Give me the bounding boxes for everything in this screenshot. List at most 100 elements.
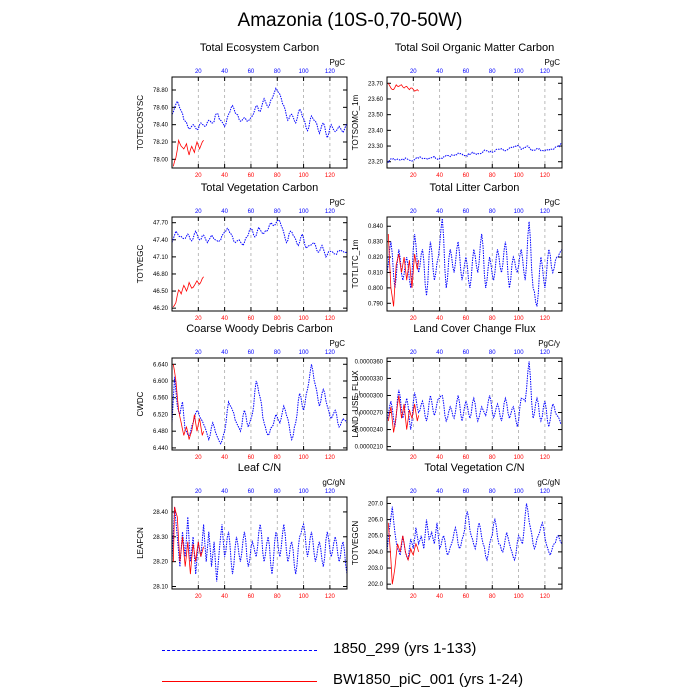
bottom-x-tick-label: 20 (195, 594, 202, 600)
y-tick-label: 23.30 (368, 144, 384, 150)
y-tick-label: 78.20 (153, 140, 169, 146)
y-axis-label: TOTVEGC (136, 245, 145, 284)
plot-frame (171, 357, 348, 451)
bottom-x-tick-label: 40 (221, 173, 228, 179)
series-red-line (387, 522, 419, 585)
y-axis-label: LAND_USE_FLUX (351, 370, 360, 438)
chart-panel-2: Total Soil Organic Matter Carbon PgC TOTSO… (351, 42, 563, 179)
bottom-x-tick-label: 40 (436, 316, 443, 322)
top-x-tick-label: 100 (299, 69, 310, 75)
bottom-x-tick-label: 120 (325, 594, 336, 600)
bottom-x-tick-label: 100 (299, 455, 310, 461)
top-x-tick-label: 60 (463, 350, 470, 356)
bottom-x-tick-label: 20 (410, 594, 417, 600)
plot-frame (386, 216, 563, 312)
y-axis-label: TOTSOMC_1m (351, 94, 360, 150)
bottom-x-tick-label: 60 (463, 594, 470, 600)
bottom-x-tick-label: 80 (489, 173, 496, 179)
unit-label: gC/gN (537, 478, 560, 487)
bottom-x-tick-label: 120 (540, 173, 551, 179)
legend-label-red: BW1850_piC_001 (yrs 1-24) (333, 671, 524, 688)
series-blue-line (387, 143, 562, 163)
bottom-x-tick-label: 80 (489, 594, 496, 600)
y-tick-label: 6.520 (153, 412, 169, 418)
y-tick-label: 6.440 (153, 446, 169, 452)
y-tick-label: 204.0 (368, 550, 384, 556)
y-tick-label: 47.40 (153, 238, 169, 244)
y-tick-label: 0.800 (368, 286, 384, 292)
y-tick-label: 47.70 (153, 221, 169, 227)
series-red-line (172, 364, 204, 440)
y-tick-label: 28.10 (153, 585, 169, 591)
top-x-tick-label: 60 (248, 489, 255, 495)
top-x-tick-label: 40 (221, 350, 228, 356)
y-axis-label: TOTLITC_1m (351, 239, 360, 288)
bottom-x-tick-label: 40 (436, 173, 443, 179)
chart-title: Total Soil Organic Matter Carbon (395, 42, 555, 54)
unit-label: gC/gN (322, 478, 345, 487)
y-tick-label: 0.0000360 (355, 359, 384, 365)
top-x-tick-label: 120 (325, 350, 336, 356)
series-blue-line (387, 218, 562, 307)
series-red-line (387, 233, 419, 307)
y-tick-label: 78.00 (153, 157, 169, 163)
y-tick-label: 202.0 (368, 582, 384, 588)
y-tick-label: 207.0 (368, 501, 384, 507)
bottom-x-tick-label: 80 (274, 173, 281, 179)
y-tick-label: 6.480 (153, 429, 169, 435)
bottom-x-tick-label: 80 (274, 455, 281, 461)
series-blue-line (172, 219, 347, 259)
chart-title: Total Ecosystem Carbon (200, 42, 319, 54)
y-tick-label: 0.820 (368, 255, 384, 261)
top-x-tick-label: 40 (221, 489, 228, 495)
bottom-x-tick-label: 120 (540, 594, 551, 600)
y-tick-label: 23.20 (368, 160, 384, 166)
top-x-tick-label: 100 (514, 489, 525, 495)
y-tick-label: 28.20 (153, 560, 169, 566)
series-blue-line (172, 364, 347, 445)
chart-panel-5: Coarse Woody Debris Carbon PgC CWDC 20 40 60 8… (136, 323, 348, 461)
top-x-tick-label: 40 (436, 350, 443, 356)
series-red-line (387, 83, 419, 92)
bottom-x-tick-label: 100 (514, 455, 525, 461)
unit-label: PgC (544, 58, 560, 67)
bottom-x-tick-label: 120 (540, 455, 551, 461)
chart-title: Coarse Woody Debris Carbon (186, 323, 333, 335)
bottom-x-tick-label: 40 (221, 455, 228, 461)
y-axis-label: CWDC (136, 391, 145, 416)
top-x-tick-label: 40 (221, 69, 228, 75)
unit-label: PgC (329, 339, 345, 348)
y-tick-label: 47.10 (153, 255, 169, 261)
chart-panel-7: Leaf C/N gC/gN LEAFCN 20 40 60 80 100 120 20 40 60 8… (136, 462, 348, 600)
y-tick-label: 23.70 (368, 81, 384, 87)
y-tick-label: 205.0 (368, 534, 384, 540)
top-x-tick-label: 100 (299, 209, 310, 215)
plot-frame (171, 496, 348, 590)
series-blue-line (172, 87, 347, 140)
top-x-tick-label: 60 (463, 209, 470, 215)
bottom-x-tick-label: 40 (221, 594, 228, 600)
y-tick-label: 0.830 (368, 240, 384, 246)
top-x-tick-label: 40 (436, 69, 443, 75)
bottom-x-tick-label: 80 (489, 316, 496, 322)
top-x-tick-label: 80 (274, 489, 281, 495)
y-tick-label: 0.810 (368, 270, 384, 276)
y-axis-label: LEAFCN (136, 527, 145, 559)
top-x-tick-label: 120 (325, 69, 336, 75)
y-tick-label: 23.50 (368, 113, 384, 119)
y-tick-label: 203.0 (368, 566, 384, 572)
y-tick-label: 6.600 (153, 379, 169, 385)
series-blue-line (387, 361, 562, 430)
series-red-line (172, 506, 204, 575)
chart-title: Total Vegetation C/N (424, 462, 524, 474)
top-x-tick-label: 40 (436, 489, 443, 495)
top-x-tick-label: 120 (540, 209, 551, 215)
y-tick-label: 78.40 (153, 123, 169, 129)
bottom-x-tick-label: 20 (195, 455, 202, 461)
top-x-tick-label: 100 (299, 350, 310, 356)
bottom-x-tick-label: 20 (410, 455, 417, 461)
y-tick-label: 23.60 (368, 97, 384, 103)
y-tick-label: 46.50 (153, 289, 169, 295)
bottom-x-tick-label: 20 (410, 173, 417, 179)
y-axis-label: TOTVEGCN (351, 521, 360, 566)
